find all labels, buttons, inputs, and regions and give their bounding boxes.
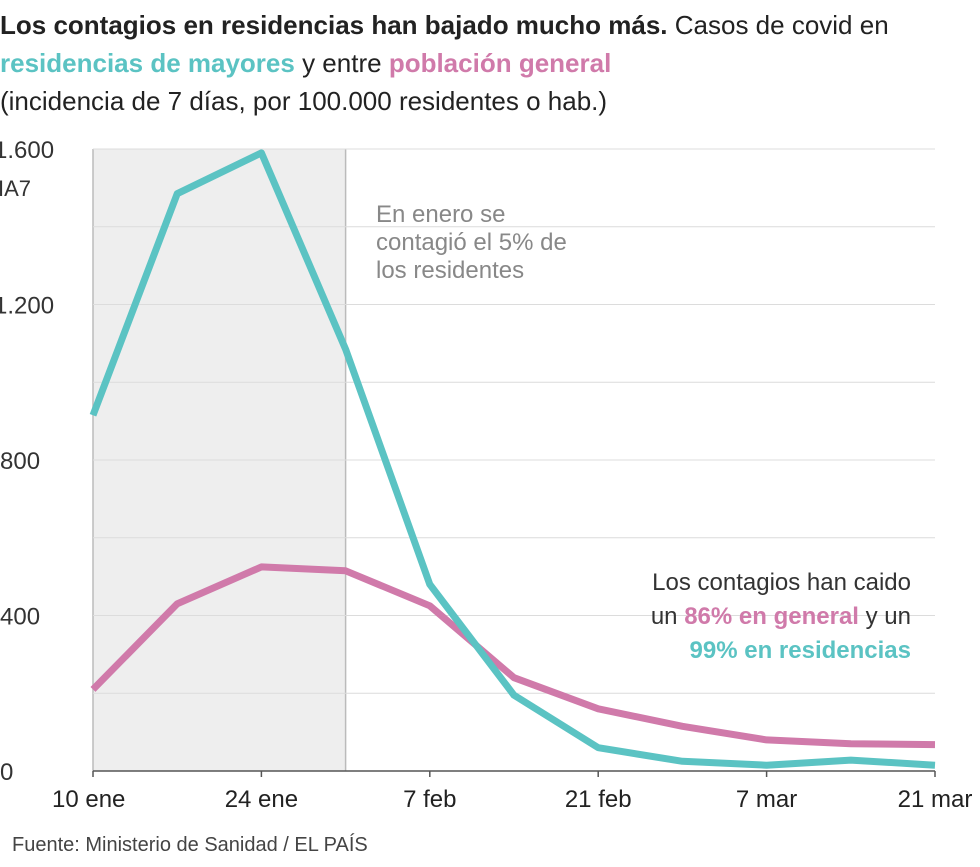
x-tick-label: 21 mar	[898, 786, 973, 813]
legend-general: población general	[388, 48, 612, 78]
drop-note-line-3: 99% en residencias	[690, 637, 911, 664]
y-tick-label: 400	[0, 604, 40, 631]
series-line	[89, 149, 936, 769]
x-tick-label: 7 mar	[736, 786, 797, 813]
title-text-2: y entre	[302, 48, 382, 78]
drop-note-line-2: un 86% en general y un	[651, 603, 911, 630]
legend-residencias: residencias de mayores	[0, 48, 295, 78]
chart-subtitle: (incidencia de 7 días, por 100.000 resid…	[0, 86, 608, 116]
chart-title: Los contagios en residencias han bajado …	[0, 6, 975, 120]
source-note: Fuente: Ministerio de Sanidad / EL PAÍS	[12, 834, 368, 856]
y-axis-label: IA7	[0, 176, 31, 201]
x-tick-label: 10 ene	[52, 786, 125, 813]
shaded-note-line-1: En enero se	[376, 201, 505, 228]
y-tick-label: 1.200	[0, 293, 54, 320]
y-tick-label: 800	[0, 448, 40, 475]
shaded-note-line-3: los residentes	[376, 257, 524, 284]
title-text-1: Casos de covid en	[674, 10, 889, 40]
shaded-note-line-2: contagió el 5% de	[376, 229, 567, 256]
title-bold: Los contagios en residencias han bajado …	[0, 10, 668, 40]
y-tick-label: 1.600	[0, 137, 54, 164]
x-tick-label: 7 feb	[403, 786, 456, 813]
series-line	[90, 563, 936, 749]
x-tick-label: 24 ene	[225, 786, 298, 813]
drop-note-line-1: Los contagios han caido	[652, 569, 911, 596]
y-tick-label: 0	[0, 759, 13, 786]
x-tick-label: 21 feb	[565, 786, 632, 813]
